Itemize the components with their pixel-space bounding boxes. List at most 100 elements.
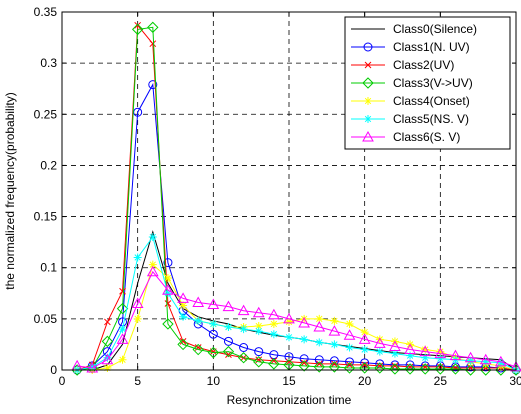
data-point (254, 347, 264, 357)
data-point (343, 362, 356, 374)
x-tick-label: 30 (509, 374, 521, 388)
data-point (116, 302, 129, 315)
data-point (464, 351, 477, 363)
x-tick-label: 0 (59, 374, 66, 388)
data-point (253, 356, 265, 368)
data-point (177, 338, 189, 351)
data-point (118, 355, 127, 364)
data-point (345, 343, 354, 352)
data-point (208, 329, 218, 339)
data-point (481, 357, 490, 366)
data-point (495, 364, 507, 376)
data-point (209, 319, 218, 328)
data-point (116, 333, 129, 344)
legend-label: Class3(V->UV) (393, 76, 473, 90)
data-point (436, 354, 445, 363)
data-point (434, 347, 447, 359)
legend-label: Class2(UV) (393, 58, 454, 72)
axis-ticks: 0 5 10 15 20 25 30 0 0.05 0.1 0.15 0.2 0.25 0.3 0.35 (34, 5, 521, 388)
x-axis-label: Resynchronization time (227, 393, 352, 407)
data-point (149, 40, 157, 48)
data-point (71, 364, 83, 376)
data-point (101, 353, 114, 365)
data-point (148, 260, 157, 269)
legend-marker (364, 97, 372, 105)
data-point (404, 363, 416, 375)
data-point (389, 340, 401, 351)
data-point (285, 317, 293, 326)
data-point (285, 333, 293, 342)
series-3 (71, 21, 521, 376)
data-point (162, 318, 174, 330)
data-point (252, 306, 265, 318)
legend-marker (362, 77, 374, 89)
legend-item: Class4(Onset) (351, 94, 470, 108)
legend-item: Class6(S. V) (351, 130, 460, 144)
legend-marker (362, 130, 374, 142)
data-point (375, 347, 384, 356)
legend-marker (364, 115, 372, 123)
data-point (331, 360, 338, 368)
data-point (373, 337, 386, 348)
data-point (358, 333, 371, 344)
data-point (329, 356, 339, 366)
data-point (464, 364, 477, 376)
y-tick-label: 0.15 (34, 210, 58, 224)
data-point (192, 296, 205, 307)
x-tick-label: 20 (358, 374, 372, 388)
legend-label: Class1(N. UV) (393, 40, 470, 54)
data-point (119, 287, 126, 295)
data-point (346, 361, 353, 369)
data-point (328, 325, 341, 336)
data-point (421, 353, 430, 362)
data-point (269, 330, 278, 339)
data-point (434, 363, 447, 375)
data-point (270, 357, 278, 365)
data-point (134, 21, 142, 29)
data-point (103, 363, 112, 372)
data-point (480, 364, 492, 376)
series-6 (71, 265, 521, 373)
data-point (510, 360, 521, 372)
data-point (86, 361, 99, 373)
data-point (285, 358, 293, 366)
data-point (268, 308, 280, 320)
data-point (162, 284, 174, 295)
y-tick-label: 0 (50, 363, 57, 377)
legend-label: Class5(NS. V) (393, 112, 469, 126)
data-point (479, 353, 492, 365)
data-point (406, 351, 415, 360)
series-group (71, 21, 521, 376)
data-point (358, 362, 371, 374)
data-point (313, 321, 326, 332)
x-tick-label: 15 (282, 374, 296, 388)
data-point (449, 349, 462, 361)
legend-item: Class5(NS. V) (351, 112, 469, 126)
data-point (254, 322, 263, 331)
data-point (343, 329, 356, 340)
data-point (88, 362, 97, 371)
data-point (284, 352, 294, 362)
legend-item: Class0(Silence) (351, 22, 477, 36)
data-point (237, 352, 250, 364)
data-point (194, 316, 203, 325)
legend-item: Class3(V->UV) (351, 76, 473, 90)
y-axis-label: the normalized frequency(probability) (3, 92, 17, 289)
data-point (223, 336, 233, 346)
data-point (298, 360, 310, 372)
data-point (300, 335, 309, 344)
x-tick-label: 25 (434, 374, 448, 388)
data-point (207, 298, 220, 310)
data-point (466, 356, 475, 365)
data-point (163, 273, 172, 282)
y-tick-label: 0.3 (40, 56, 57, 70)
data-point (283, 312, 295, 324)
data-point (313, 361, 325, 373)
data-point (131, 297, 144, 309)
data-point (419, 345, 432, 357)
data-point (237, 304, 250, 316)
data-point (404, 343, 416, 355)
x-tick-label: 5 (134, 374, 141, 388)
legend-marker (363, 42, 373, 52)
